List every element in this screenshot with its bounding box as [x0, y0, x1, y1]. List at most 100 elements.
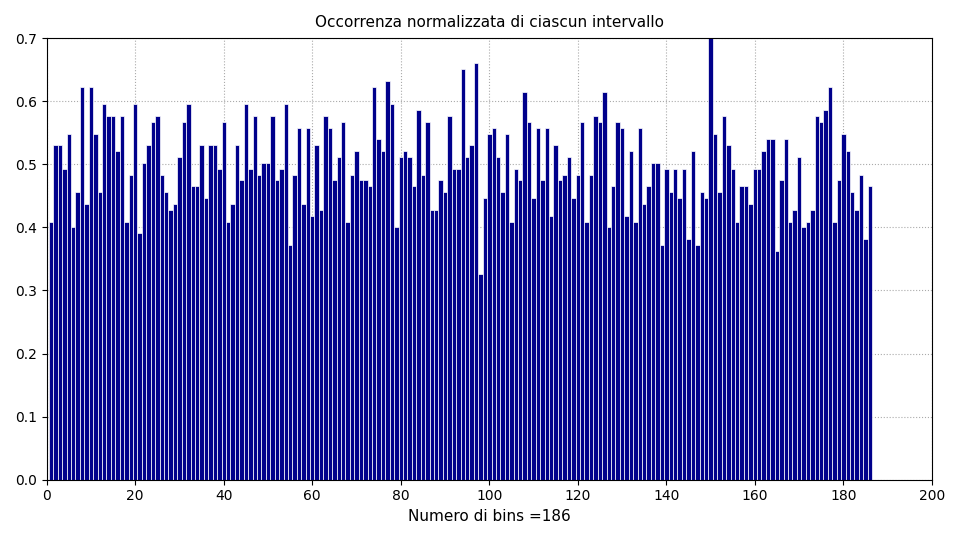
Bar: [120, 116, 124, 480]
Bar: [593, 116, 598, 480]
Bar: [248, 169, 252, 480]
Bar: [195, 186, 200, 480]
Bar: [407, 157, 412, 480]
Bar: [637, 128, 642, 480]
Bar: [181, 122, 186, 480]
Bar: [200, 145, 204, 480]
Bar: [226, 222, 230, 480]
Bar: [425, 122, 429, 480]
Bar: [102, 104, 107, 480]
Bar: [213, 145, 217, 480]
Bar: [766, 140, 770, 480]
Bar: [656, 163, 660, 480]
Bar: [346, 222, 349, 480]
Bar: [283, 104, 288, 480]
Bar: [66, 134, 71, 480]
Bar: [646, 186, 651, 480]
Bar: [850, 192, 854, 480]
Bar: [518, 180, 522, 480]
Bar: [624, 216, 629, 480]
Title: Occorrenza normalizzata di ciascun intervallo: Occorrenza normalizzata di ciascun inter…: [315, 15, 663, 30]
Bar: [576, 175, 580, 480]
Bar: [514, 169, 518, 480]
Bar: [398, 157, 403, 480]
Bar: [651, 163, 656, 480]
Bar: [841, 134, 846, 480]
Bar: [598, 122, 602, 480]
Bar: [447, 116, 451, 480]
X-axis label: Numero di bins =186: Numero di bins =186: [408, 509, 570, 524]
Bar: [403, 151, 407, 480]
Bar: [770, 140, 775, 480]
Bar: [230, 204, 235, 480]
Bar: [58, 145, 62, 480]
Bar: [270, 116, 275, 480]
Bar: [239, 180, 244, 480]
Bar: [429, 210, 434, 480]
Bar: [84, 204, 88, 480]
Bar: [315, 145, 319, 480]
Bar: [704, 198, 708, 480]
Bar: [854, 210, 859, 480]
Bar: [146, 145, 151, 480]
Bar: [88, 87, 93, 480]
Bar: [615, 122, 620, 480]
Bar: [748, 204, 753, 480]
Bar: [173, 204, 178, 480]
Bar: [76, 192, 80, 480]
Bar: [337, 157, 341, 480]
Bar: [359, 180, 363, 480]
Bar: [164, 192, 168, 480]
Bar: [54, 145, 58, 480]
Bar: [178, 157, 181, 480]
Bar: [739, 186, 744, 480]
Bar: [363, 180, 368, 480]
Bar: [611, 186, 615, 480]
Bar: [522, 92, 527, 480]
Bar: [726, 145, 731, 480]
Bar: [846, 151, 850, 480]
Bar: [531, 198, 536, 480]
Bar: [805, 222, 810, 480]
Bar: [327, 128, 332, 480]
Bar: [607, 228, 611, 480]
Bar: [802, 228, 805, 480]
Bar: [509, 222, 514, 480]
Bar: [602, 92, 607, 480]
Bar: [753, 169, 757, 480]
Bar: [293, 175, 297, 480]
Bar: [571, 198, 576, 480]
Bar: [168, 210, 173, 480]
Bar: [629, 151, 634, 480]
Bar: [461, 69, 465, 480]
Bar: [757, 169, 761, 480]
Bar: [115, 151, 120, 480]
Bar: [222, 122, 226, 480]
Bar: [487, 134, 492, 480]
Bar: [301, 204, 305, 480]
Bar: [686, 239, 690, 480]
Bar: [439, 180, 443, 480]
Bar: [412, 186, 417, 480]
Bar: [208, 145, 213, 480]
Bar: [62, 169, 66, 480]
Bar: [837, 180, 841, 480]
Bar: [708, 34, 712, 480]
Bar: [783, 140, 788, 480]
Bar: [868, 186, 872, 480]
Bar: [469, 145, 474, 480]
Bar: [492, 128, 496, 480]
Bar: [780, 180, 783, 480]
Bar: [368, 186, 372, 480]
Bar: [190, 186, 195, 480]
Bar: [395, 228, 398, 480]
Bar: [549, 216, 554, 480]
Bar: [204, 198, 208, 480]
Bar: [266, 163, 270, 480]
Bar: [668, 192, 673, 480]
Bar: [544, 128, 549, 480]
Bar: [71, 228, 76, 480]
Bar: [673, 169, 678, 480]
Bar: [527, 122, 531, 480]
Bar: [385, 81, 390, 480]
